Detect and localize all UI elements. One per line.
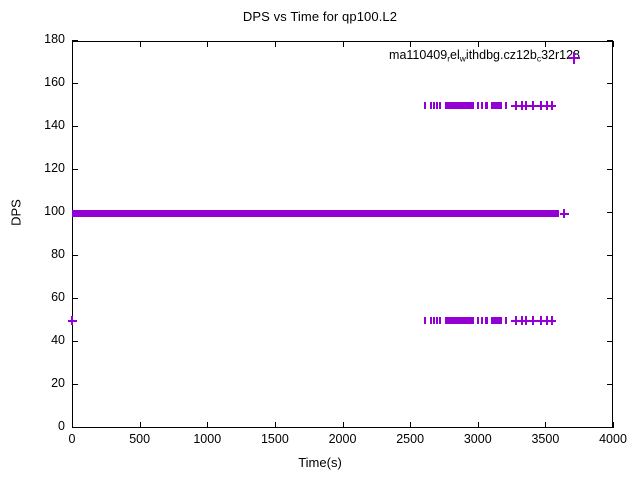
x-tick-label: 1000 (193, 432, 222, 446)
x-tick-mark-top (274, 41, 276, 47)
y-tick-mark-right (607, 255, 613, 256)
x-tick-mark (477, 422, 479, 428)
y-tick-label: 160 (44, 75, 65, 89)
x-tick-mark (139, 422, 141, 428)
x-tick-label: 3000 (463, 432, 492, 446)
y-tick-mark-right (607, 298, 613, 299)
y-tick-mark-right (607, 212, 613, 213)
x-tick-mark-top (545, 41, 547, 47)
x-tick-mark-top (139, 41, 141, 47)
x-tick-mark-top (410, 41, 412, 47)
x-tick-label: 2000 (328, 432, 357, 446)
x-tick-mark-top (72, 41, 73, 47)
y-tick-label: 60 (51, 290, 65, 304)
x-tick-mark (207, 422, 209, 428)
x-tick-mark (613, 422, 614, 428)
y-tick-label: 0 (58, 419, 65, 433)
y-tick-label: 180 (44, 32, 65, 46)
y-tick-mark (72, 126, 78, 127)
x-axis-label: Time(s) (298, 455, 342, 470)
y-tick-mark-right (607, 341, 613, 342)
y-tick-mark (72, 298, 78, 299)
y-tick-mark (72, 169, 78, 170)
y-tick-mark-right (607, 384, 613, 385)
x-tick-label: 2500 (396, 432, 425, 446)
x-tick-label: 4000 (599, 432, 627, 446)
x-tick-mark (72, 422, 73, 428)
y-tick-mark (72, 255, 78, 256)
y-tick-label: 140 (44, 118, 65, 132)
y-tick-label: 40 (51, 333, 65, 347)
y-tick-label: 80 (51, 247, 65, 261)
x-tick-label: 0 (68, 432, 76, 446)
y-tick-mark (72, 427, 78, 428)
y-tick-mark (72, 212, 78, 213)
x-tick-label: 500 (129, 432, 151, 446)
y-tick-mark-right (607, 40, 613, 41)
chart-title: DPS vs Time for qp100.L2 (242, 9, 398, 24)
x-tick-mark (342, 422, 344, 428)
y-tick-mark (72, 83, 78, 84)
plot-frame (72, 41, 613, 428)
x-tick-mark (274, 422, 276, 428)
x-tick-mark (545, 422, 547, 428)
y-tick-mark (72, 40, 78, 41)
y-tick-mark-right (607, 126, 613, 127)
x-tick-mark-top (207, 41, 209, 47)
y-tick-mark-right (607, 83, 613, 84)
y-tick-label: 20 (51, 376, 65, 390)
x-tick-mark (410, 422, 412, 428)
legend-entry-label: ma110409relwithdbg.cz12bc32r128 (389, 48, 580, 63)
y-tick-mark (72, 341, 78, 342)
y-tick-mark (72, 384, 78, 385)
y-tick-mark-right (607, 427, 613, 428)
x-tick-mark-top (342, 41, 344, 47)
y-tick-mark-right (607, 169, 613, 170)
legend-sample-plus-icon (568, 52, 580, 64)
x-tick-label: 1500 (260, 432, 289, 446)
x-tick-mark-top (477, 41, 479, 47)
x-tick-mark-top (613, 41, 614, 47)
y-tick-label: 100 (44, 204, 65, 218)
x-tick-label: 3500 (531, 432, 560, 446)
legend-series-name: ma110409relwithdbg.cz12bc32r128 (389, 48, 580, 64)
y-tick-label: 120 (44, 161, 65, 175)
